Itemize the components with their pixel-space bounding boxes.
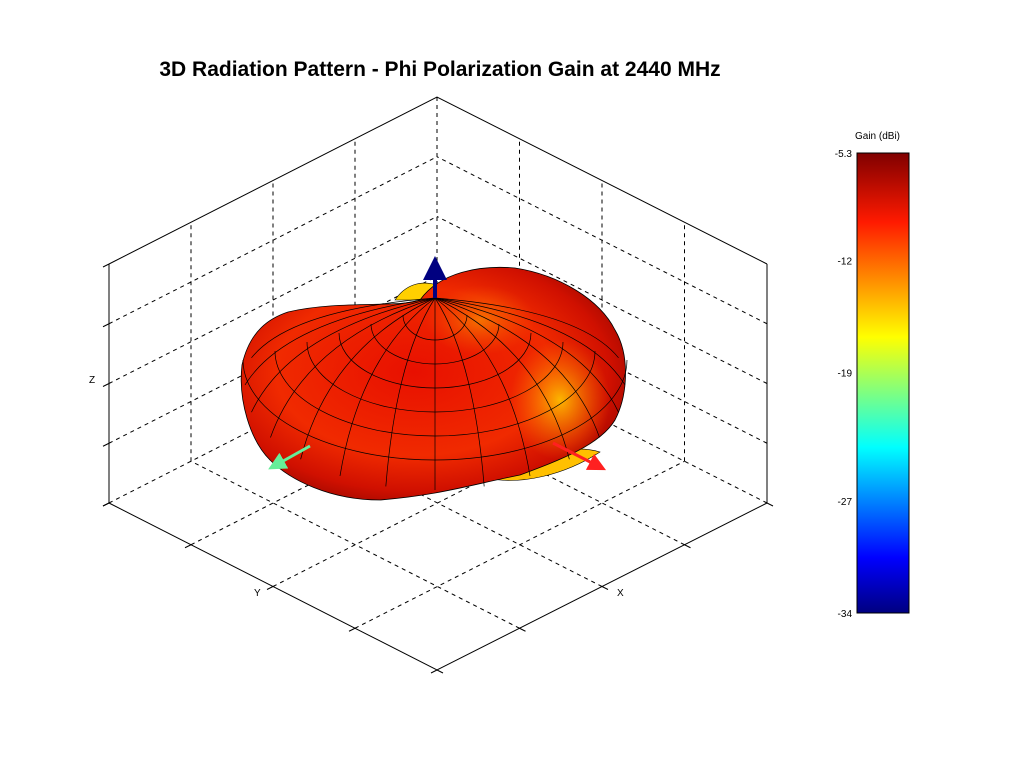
mesh-line (270, 297, 436, 438)
mesh-line (242, 359, 628, 461)
x-tick (601, 586, 609, 590)
mesh-line (370, 323, 500, 365)
grid-line (436, 156, 768, 325)
mesh-line (434, 297, 619, 359)
y-axis-arrow (268, 444, 311, 470)
y-tick (348, 627, 356, 632)
mesh-line (402, 314, 468, 341)
mesh-line (385, 297, 436, 487)
x-tick (766, 502, 774, 507)
x-axis-arrow (552, 441, 607, 471)
mesh-line (251, 297, 436, 413)
y-axis-label: Y (254, 588, 261, 599)
colorbar-tick-label: -34 (838, 609, 853, 620)
mesh-line (434, 297, 619, 413)
x-tick (684, 544, 691, 549)
grid-line (190, 460, 520, 629)
z-tick (102, 502, 110, 507)
grid-line (354, 460, 685, 629)
y-tick (266, 586, 274, 590)
colorbar-tick-label: -27 (838, 497, 853, 508)
chart-title: 3D Radiation Pattern - Phi Polarization … (159, 58, 721, 81)
grid-line (108, 216, 438, 384)
grid-line (436, 216, 768, 384)
x-axis-label: X (617, 588, 624, 599)
radiation-pattern-surface (240, 256, 628, 501)
axis-ticks (102, 263, 774, 674)
x-tick (436, 669, 444, 674)
mesh-line (434, 297, 570, 460)
mesh-line (434, 297, 531, 476)
mesh-line (434, 297, 626, 386)
colorbar-tick-label: -12 (838, 256, 853, 267)
mesh-line (244, 297, 436, 386)
mesh-line (434, 297, 600, 438)
z-tick (102, 442, 110, 447)
colorbar: Gain (dBi) -5.3 -12 -19 -27 -34 (835, 131, 910, 620)
grid-line (108, 156, 438, 325)
y-tick (184, 544, 192, 549)
mesh-line (339, 297, 436, 476)
colorbar-tick-label: -19 (838, 369, 853, 380)
colorbar-title: Gain (dBi) (855, 131, 900, 142)
z-axis-label: Z (89, 375, 95, 386)
mesh-line (306, 341, 564, 413)
z-tick (102, 323, 110, 328)
mesh-line (251, 297, 436, 359)
mesh-line (434, 297, 485, 487)
mesh-line (300, 297, 436, 460)
mesh-line (274, 350, 596, 437)
z-tick (102, 383, 110, 387)
y-tick (430, 669, 438, 674)
z-tick (102, 263, 110, 268)
colorbar-tick-label: -5.3 (835, 149, 853, 160)
x-tick (519, 627, 526, 632)
mesh-line (338, 332, 532, 389)
